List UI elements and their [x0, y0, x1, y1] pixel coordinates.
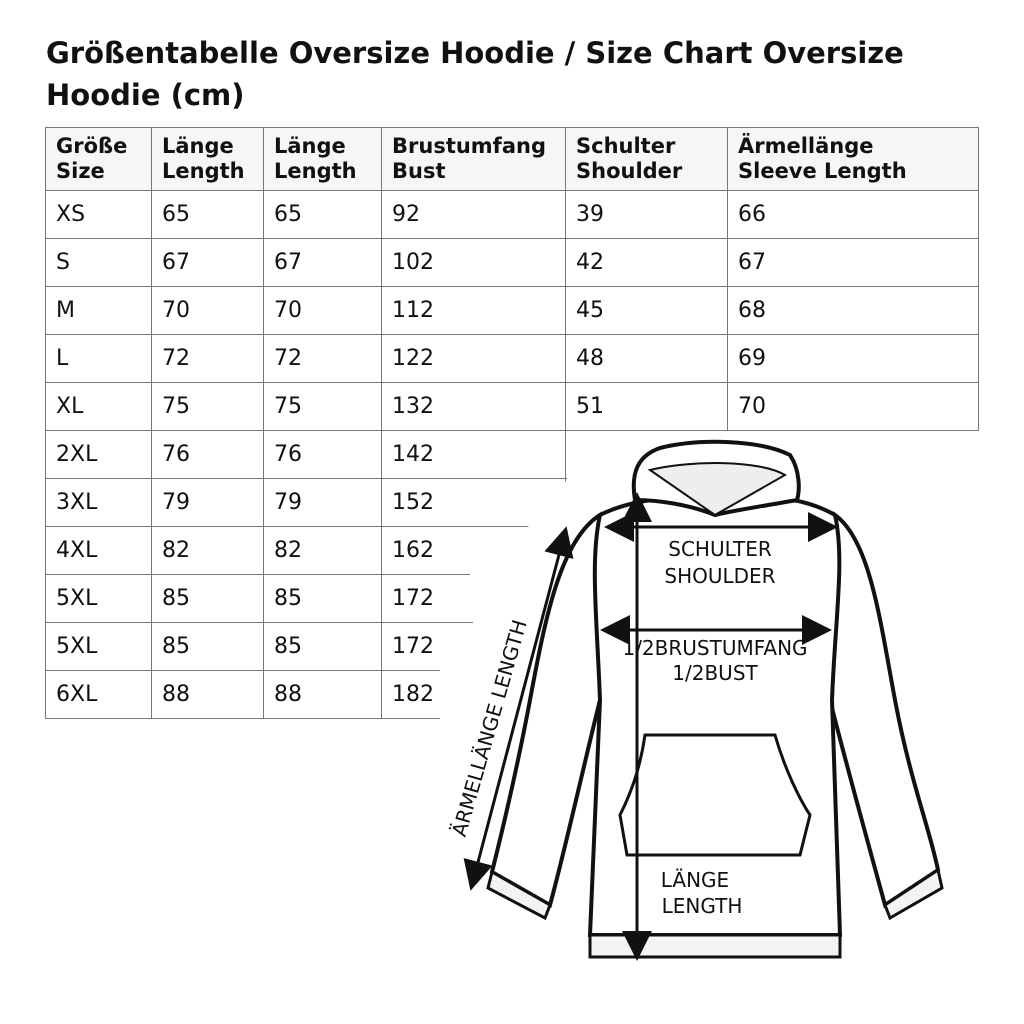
length-label-en: LENGTH [662, 894, 743, 918]
table-cell: 88 [151, 670, 264, 719]
table-cell: 67 [151, 238, 264, 287]
table-cell: 75 [151, 382, 264, 431]
table-cell: 51 [565, 382, 728, 431]
column-header-line: Length [274, 159, 357, 183]
table-cell: 48 [565, 334, 728, 383]
table-cell: 85 [263, 574, 382, 623]
column-header-line: Size [56, 159, 105, 183]
column-header-line: Bust [392, 159, 446, 183]
table-cell: 76 [263, 430, 382, 479]
column-header-line: Sleeve Length [738, 159, 907, 183]
table-cell: 72 [263, 334, 382, 383]
column-header-line: Ärmellänge [738, 134, 874, 158]
table-cell: XS [45, 190, 152, 239]
table-cell: XL [45, 382, 152, 431]
column-header-line: Schulter [576, 134, 676, 158]
table-cell: 5XL [45, 622, 152, 671]
table-row: S 67 67 102 42 67 [45, 238, 979, 287]
table-cell: 67 [263, 238, 382, 287]
table-cell: 5XL [45, 574, 152, 623]
table-cell: 65 [263, 190, 382, 239]
column-header-line: Brustumfang [392, 134, 546, 158]
table-row: L 72 72 122 48 69 [45, 334, 979, 383]
column-header-line: Shoulder [576, 159, 683, 183]
table-cell: 45 [565, 286, 728, 335]
column-header: Schulter Shoulder [565, 127, 728, 191]
right-sleeve [827, 511, 941, 909]
shoulder-label-en: SHOULDER [664, 564, 775, 588]
table-cell: 69 [727, 334, 979, 383]
table-row: M 70 70 112 45 68 [45, 286, 979, 335]
table-cell: M [45, 286, 152, 335]
table-cell: 42 [565, 238, 728, 287]
table-cell: 76 [151, 430, 264, 479]
page-title: Größentabelle Oversize Hoodie / Size Cha… [46, 36, 904, 112]
table-row: XS 65 65 92 39 66 [45, 190, 979, 239]
table-cell: 88 [263, 670, 382, 719]
table-cell: 39 [565, 190, 728, 239]
table-cell: 65 [151, 190, 264, 239]
table-cell: 85 [151, 622, 264, 671]
table-cell: 122 [381, 334, 566, 383]
column-header: Brustumfang Bust [381, 127, 566, 191]
column-header-line: Länge [162, 134, 234, 158]
table-cell: 2XL [45, 430, 152, 479]
table-cell: 112 [381, 286, 566, 335]
column-header-line: Length [162, 159, 245, 183]
column-header: Ärmellänge Sleeve Length [727, 127, 979, 191]
shoulder-label-de: SCHULTER [668, 537, 772, 561]
table-cell: 6XL [45, 670, 152, 719]
table-cell: S [45, 238, 152, 287]
table-cell: 142 [381, 430, 566, 479]
table-cell: 82 [263, 526, 382, 575]
column-header: Länge Length [263, 127, 382, 191]
table-cell: 67 [727, 238, 979, 287]
bust-label-en: 1/2BUST [672, 661, 758, 685]
table-cell: L [45, 334, 152, 383]
column-header-line: Größe [56, 134, 128, 158]
column-header: Größe Size [45, 127, 152, 191]
table-cell: 85 [151, 574, 264, 623]
length-label-de: LÄNGE [661, 868, 729, 892]
table-cell: 3XL [45, 478, 152, 527]
kangaroo-pocket [618, 733, 812, 857]
table-cell: 68 [727, 286, 979, 335]
column-header-line: Länge [274, 134, 346, 158]
table-cell: 70 [151, 286, 264, 335]
bust-label-de: 1/2BRUSTUMFANG [622, 636, 807, 660]
